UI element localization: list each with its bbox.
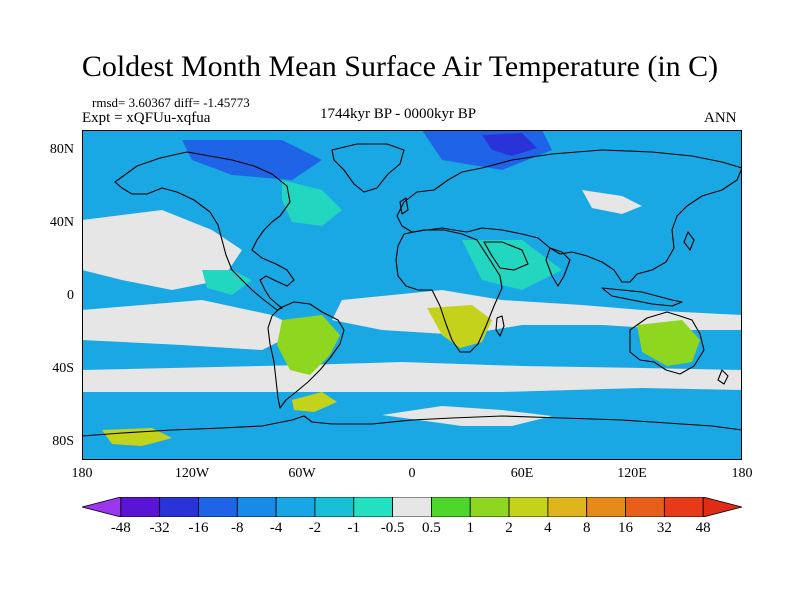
colorbar-label: -8 xyxy=(231,520,244,536)
colorbar-box xyxy=(469,497,510,517)
lat-label-40n: 40N xyxy=(49,215,74,230)
colorbar xyxy=(82,497,742,517)
field-green-south-america xyxy=(277,315,340,375)
colorbar-label: -2 xyxy=(308,520,322,536)
lat-label-0: 0 xyxy=(67,288,74,303)
coastline-india xyxy=(545,247,571,287)
colorbar-label: -16 xyxy=(188,520,209,536)
field-green-australia xyxy=(637,320,700,366)
field-teal-middle-east xyxy=(462,240,562,290)
colorbar-box xyxy=(586,497,626,517)
lon-label-180e: 180 xyxy=(731,466,753,481)
field-neutral-antarctic-coast xyxy=(382,406,552,426)
colorbar-box xyxy=(663,497,704,517)
lat-label-80s: 80S xyxy=(52,434,74,449)
field-neutral-east-asia xyxy=(582,190,642,214)
map-title: Coldest Month Mean Surface Air Temperatu… xyxy=(81,50,719,83)
map-frame xyxy=(82,130,742,460)
colorbar-label: -0.5 xyxy=(380,520,405,536)
anomaly-field xyxy=(82,130,742,460)
lon-label-0: 0 xyxy=(408,466,416,481)
lon-label-180w: 180 xyxy=(71,466,93,481)
colorbar-label: 48 xyxy=(695,520,711,536)
coastline-madagascar xyxy=(495,315,505,337)
coastline-south-america xyxy=(267,301,345,409)
colorbar-label: 4 xyxy=(544,520,552,536)
lon-label-120e: 120E xyxy=(617,466,647,481)
lon-label-60e: 60E xyxy=(510,466,534,481)
coastline-eurasia xyxy=(396,149,742,283)
coastline-new-zealand xyxy=(717,369,729,385)
coastline-uk xyxy=(399,197,409,215)
coastline-africa xyxy=(395,229,503,353)
colorbar-box xyxy=(275,497,316,517)
coastline-north-america xyxy=(114,151,295,311)
experiment-line: Expt = xQFUu-xqfua xyxy=(82,110,211,126)
temperature-anomaly-map xyxy=(82,130,742,460)
colorbar-label: 8 xyxy=(582,520,591,536)
colorbar-label: 0.5 xyxy=(422,520,441,536)
coastline-australia xyxy=(629,311,705,375)
lat-label-40s: 40S xyxy=(52,361,74,376)
coastline-greenland xyxy=(331,143,405,193)
colorbar-label: 32 xyxy=(656,520,672,536)
colorbar-label: -48 xyxy=(110,520,131,536)
colorbar-box xyxy=(159,497,199,517)
colorbar-box xyxy=(625,497,665,517)
colorbar-box xyxy=(82,497,122,517)
field-darkblue-arctic xyxy=(482,133,537,156)
period-label: 1744kyr BP - 0000kyr BP xyxy=(320,106,477,122)
coastline-arabia xyxy=(483,241,529,271)
colorbar-box xyxy=(702,497,742,517)
coastline-antarctica xyxy=(82,415,742,437)
field-blue-arctic-canada xyxy=(182,140,322,180)
colorbar-box xyxy=(236,497,277,517)
field-yellow-patagonia xyxy=(292,392,337,412)
colorbar-label: -1 xyxy=(347,520,361,536)
lat-label-80n: 80N xyxy=(49,142,74,157)
colorbar-label: 16 xyxy=(618,520,634,536)
colorbar-box xyxy=(314,497,355,517)
field-teal-mexico xyxy=(202,270,252,295)
season-label: ANN xyxy=(704,110,737,126)
colorbar-box xyxy=(392,497,432,517)
colorbar-box xyxy=(431,497,471,517)
colorbar-box xyxy=(508,497,549,517)
colorbar-box xyxy=(120,497,161,517)
field-neutral-south-pacific xyxy=(82,300,302,350)
stats-line: rmsd= 3.60367 diff= -1.45773 xyxy=(92,95,250,110)
field-yellow-antarctic-west xyxy=(102,428,172,446)
colorbar-box xyxy=(353,497,393,517)
lon-label-60w: 60W xyxy=(288,466,316,481)
colorbar-label: -4 xyxy=(269,520,283,536)
colorbar-box xyxy=(547,497,588,517)
coastline-japan xyxy=(683,231,695,251)
colorbar-box xyxy=(198,497,238,517)
lon-label-120w: 120W xyxy=(174,466,210,481)
coastline-indonesia xyxy=(601,287,683,307)
field-neutral-southern-ocean xyxy=(82,362,742,392)
field-teal-north-atlantic xyxy=(282,180,342,226)
colorbar-label: -32 xyxy=(149,520,170,536)
colorbar-label: 1 xyxy=(466,520,474,536)
colorbar-label: 2 xyxy=(505,520,513,536)
coastlines xyxy=(82,143,742,437)
